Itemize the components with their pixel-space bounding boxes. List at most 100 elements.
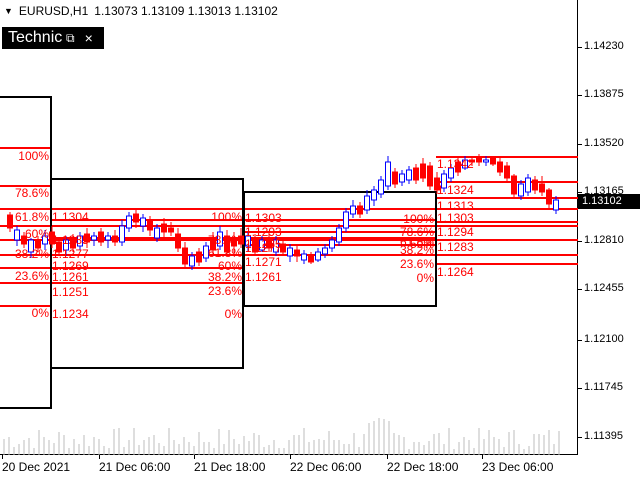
collapse-triangle-icon[interactable]: ▼ [4,6,13,16]
bear-candle [49,226,55,248]
bear-candle [476,154,482,166]
candle-body [343,211,349,229]
bear-candle [280,240,286,256]
candle-body [238,235,244,245]
candle-body [210,237,216,251]
candlestick-chart[interactable]: 100%78.6%61.8%60%38.2%23.6%0%1.13041.128… [0,0,578,455]
bull-candle [462,156,468,170]
bull-candle [245,232,251,252]
fib-labels: 100%78.6%61.8%60%38.2%23.6%0%1.13041.128… [15,149,474,321]
candle-body [224,235,230,253]
bull-candle [483,156,489,166]
bull-candle [273,236,279,256]
candle-body [161,223,167,233]
bear-candle [427,162,433,190]
bear-candle [56,240,62,256]
bear-candle [469,156,475,166]
fib-pct-label: 61.8% [400,235,434,249]
candle-body [525,177,531,193]
bear-candle [7,212,13,232]
candle-body [7,214,13,229]
bull-candle [301,250,307,264]
price-tick-label: 1.14230 [584,40,624,52]
fib-pct-label: 100% [403,212,434,226]
bear-candle [539,176,545,196]
fib-price-label: 1.1324 [437,183,474,197]
bear-candle [231,232,237,254]
candle-body [175,233,181,249]
candle-body [539,183,545,193]
candle-body [350,205,356,215]
bull-candle [350,200,356,218]
candle-body [357,205,363,215]
candle-body [483,159,489,163]
bull-candle [14,226,20,246]
candle-body [182,247,188,265]
candle-body [322,247,328,255]
bull-candle [91,232,97,246]
price-tick-label: 1.11395 [584,430,623,442]
fib-price-label: 1.1293 [245,225,282,239]
current-price-label: 1.13102 [578,194,640,209]
bull-candle [364,190,370,214]
candle-body [553,199,559,211]
candle-body [77,235,83,247]
fib-price-label: 1.1304 [52,210,89,224]
bull-candle [378,176,384,198]
candle-body [336,227,342,243]
candle-body [490,157,496,165]
fib-pct-label: 100% [211,210,242,224]
bear-candle [224,230,230,256]
price-tick-mark [578,144,582,145]
bull-candle [315,248,321,262]
time-tick-mark [194,455,195,459]
price-axis[interactable]: 1.14230 1.13875 1.13520 1.13165 1.12810 1.124… [578,0,640,455]
symbol-label: EURUSD,H1 [18,4,89,18]
price-tick-mark [578,241,582,242]
indicator-panel[interactable]: Technic ⧉ × [2,27,104,49]
candle-body [476,157,482,163]
bear-candle [35,236,41,252]
bear-candle [70,234,76,252]
fib-price-label: 1.1234 [52,307,89,321]
fib-pct-label: 78.6% [15,186,49,200]
bull-candle [154,224,160,242]
fib-price-label: 1.1271 [245,255,282,269]
bear-candle [413,164,419,184]
candle-body [259,239,265,251]
chart-header: ▼ EURUSD,H1 1.13073 1.13109 1.13013 1.13… [4,4,278,18]
volume-bars [3,418,560,455]
candle-body [371,189,377,201]
bull-candle [140,214,146,232]
bull-candle [119,220,125,246]
fib-pct-label: 38.2% [400,243,434,257]
time-tick-mark [2,455,3,459]
candle-body [56,241,62,253]
price-tick-label: 1.13875 [584,88,624,100]
candle-body [63,239,69,251]
bull-candle [525,174,531,196]
close-icon[interactable]: × [84,30,93,46]
candle-body [168,227,174,233]
fib-price-label: 1.1303 [245,211,282,225]
candle-body [441,173,447,189]
time-axis[interactable]: 20 Dec 2021 21 Dec 06:00 21 Dec 18:00 22 De… [0,455,640,480]
fib-zones [0,96,437,409]
detach-icon[interactable]: ⧉ [66,30,75,45]
candle-body [378,179,384,195]
bear-candle [497,158,503,176]
candle-body [497,161,503,173]
price-tick-label: 1.12455 [584,282,624,294]
bear-candle [511,174,517,198]
bear-candle [504,162,510,182]
bear-candle [112,230,118,246]
bear-candle [147,216,153,236]
bear-candle [490,156,496,166]
price-plot-area[interactable]: 100% 78.6% 61.8% 60% 38.2% 23.6% 0% 1.1304 1.128… [0,0,578,455]
bear-candle [133,210,139,228]
candle-body [119,225,125,243]
bull-candle [287,244,293,262]
candle-body [203,245,209,259]
bear-candle [392,168,398,188]
